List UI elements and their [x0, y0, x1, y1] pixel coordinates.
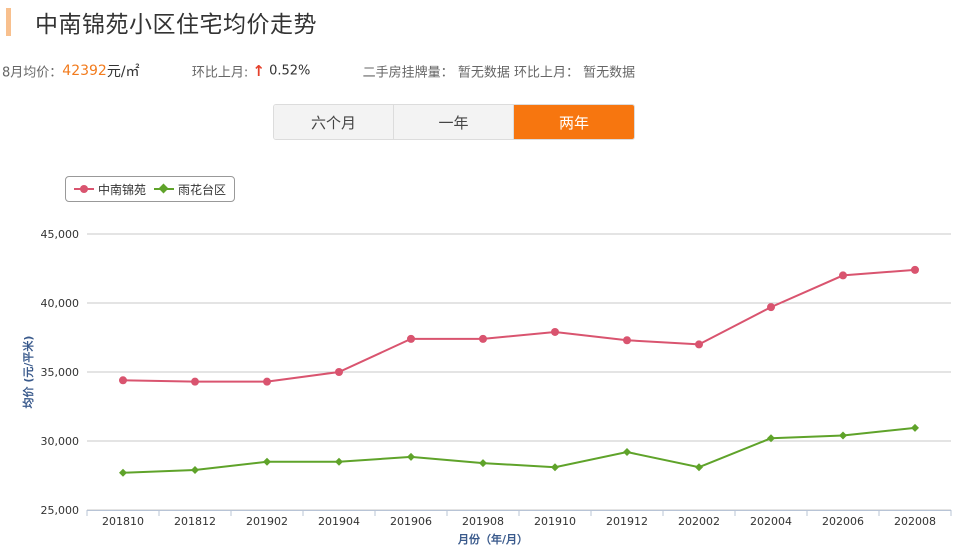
legend-label-series1: 中南锦苑: [98, 182, 147, 197]
arrow-up-icon: ↑: [252, 62, 265, 80]
data-point-series1: [479, 334, 487, 343]
data-point-series2: [335, 457, 343, 466]
y-tick-label: 35,000: [41, 366, 80, 379]
legend-item-series1[interactable]: 中南锦苑: [74, 181, 146, 198]
x-tick-label: 202008: [894, 515, 936, 528]
legend-label-series2: 雨花台区: [178, 182, 227, 197]
data-point-series1: [335, 368, 343, 376]
y-tick-label: 30,000: [41, 435, 80, 448]
tab-one-year[interactable]: 一年: [394, 105, 514, 139]
legend-item-series2[interactable]: 雨花台区: [154, 181, 226, 198]
title-accent-bar: [6, 8, 11, 36]
mom-value: 0.52%: [269, 63, 311, 79]
x-axis-title: 月份（年/月）: [457, 532, 528, 546]
data-point-series2: [623, 448, 631, 457]
data-point-series1: [695, 340, 703, 349]
y-tick-label: 40,000: [41, 297, 80, 310]
x-tick-label: 202004: [750, 515, 792, 528]
data-point-series1: [911, 265, 919, 274]
mom-label: 环比上月:: [191, 65, 249, 81]
y-axis-title: 均价 (元/平米): [21, 336, 35, 409]
price-stats: 8月均价：42392元/㎡ 环比上月: ↑ 0.52% 二手房挂牌量： 暂无数据…: [2, 61, 635, 81]
x-tick-label: 201912: [606, 515, 648, 528]
data-point-series1: [263, 377, 271, 386]
listing-value: 暂无数据: [457, 65, 510, 81]
series-line-1: [122, 268, 916, 383]
page-title: 中南锦苑小区住宅均价走势: [35, 12, 317, 38]
legend-circle-marker-icon: [74, 184, 94, 194]
data-point-series1: [839, 271, 847, 280]
listing-mom-value: 暂无数据: [583, 65, 636, 81]
data-point-series2: [695, 463, 703, 472]
tab-two-years[interactable]: 两年: [514, 105, 634, 139]
avg-price-value: 42392: [62, 63, 107, 79]
data-point-series2: [263, 457, 271, 466]
avg-price-unit: 元/㎡: [106, 64, 140, 80]
series-line-2: [122, 426, 916, 474]
data-point-series2: [767, 434, 775, 443]
listing-label: 二手房挂牌量：: [362, 65, 454, 81]
data-point-series2: [479, 459, 487, 468]
data-point-series1: [767, 303, 775, 312]
data-point-series2: [911, 423, 919, 432]
x-tick-label: 201810: [102, 515, 144, 528]
x-tick-label: 201910: [534, 515, 576, 528]
data-point-series1: [191, 377, 199, 386]
data-point-series1: [119, 376, 127, 385]
data-point-series1: [407, 334, 415, 343]
legend-diamond-marker-icon: [154, 183, 175, 194]
data-point-series1: [551, 327, 559, 336]
data-point-series2: [407, 452, 415, 461]
avg-price-label: 8月均价：: [2, 65, 63, 81]
period-tabs: 六个月 一年 两年: [273, 104, 635, 140]
x-tick-label: 201812: [174, 515, 216, 528]
x-tick-label: 202006: [822, 515, 864, 528]
data-point-series2: [839, 431, 847, 440]
x-tick-label: 201906: [390, 515, 432, 528]
y-tick-label: 25,000: [41, 504, 80, 517]
title-bar: 中南锦苑小区住宅均价走势: [0, 6, 317, 38]
data-point-series2: [551, 463, 559, 472]
listing-mom-label: 环比上月：: [513, 65, 579, 81]
chart-legend: 中南锦苑 雨花台区: [65, 176, 236, 202]
x-tick-label: 201904: [318, 515, 360, 528]
x-tick-label: 201902: [246, 515, 288, 528]
data-point-series1: [623, 336, 631, 345]
data-point-series2: [191, 465, 199, 474]
tab-six-months[interactable]: 六个月: [274, 105, 394, 139]
x-tick-label: 201908: [462, 515, 504, 528]
y-tick-label: 45,000: [41, 228, 80, 241]
data-point-series2: [119, 468, 127, 477]
x-tick-label: 202002: [678, 515, 720, 528]
